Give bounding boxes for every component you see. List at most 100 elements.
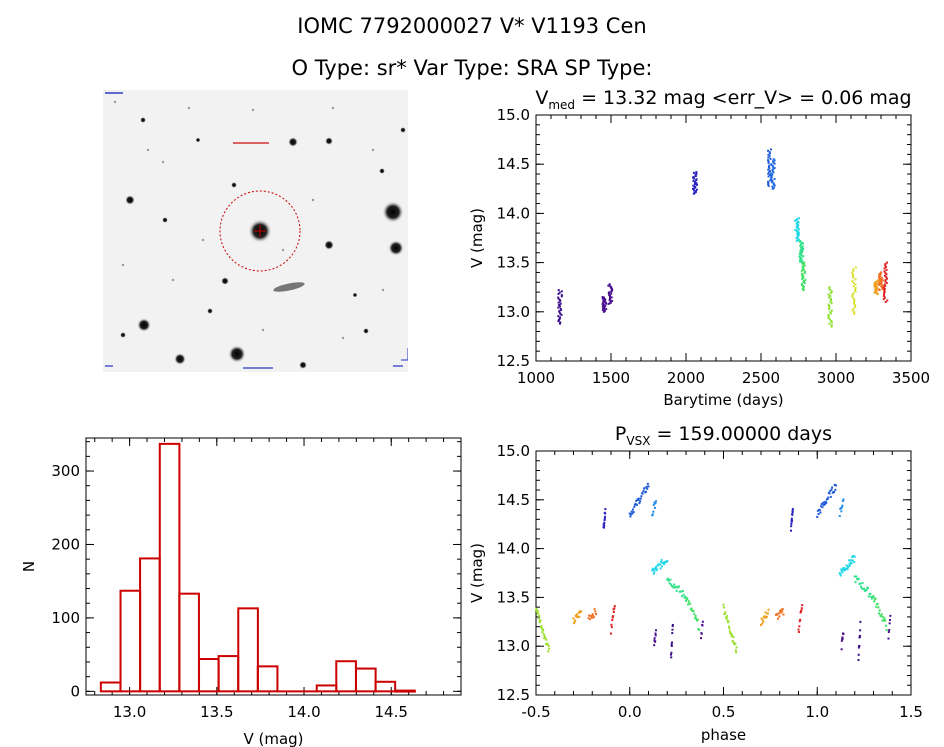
lightcurve-point <box>602 306 605 309</box>
phase-point <box>573 622 576 625</box>
phase-point <box>610 626 613 629</box>
phase-point <box>683 596 686 599</box>
lightcurve-point <box>603 298 606 301</box>
lightcurve-point <box>771 169 774 172</box>
lightcurve-point <box>558 311 561 314</box>
phase-point <box>588 614 591 617</box>
phase-point <box>880 613 883 616</box>
lightcurve-point <box>558 317 561 320</box>
lightcurve-point <box>794 219 797 222</box>
lightcurve-point <box>800 243 803 246</box>
lightcurve-point <box>853 311 856 314</box>
phase-point <box>671 641 674 644</box>
lightcurve-point <box>692 184 695 187</box>
lightcurve-point <box>879 283 882 286</box>
lightcurve-point <box>854 287 857 290</box>
phase-point <box>839 574 842 577</box>
lightcurve-point <box>854 305 857 308</box>
lightcurve-point <box>828 296 831 299</box>
lightcurve-point <box>603 296 606 299</box>
histogram-bar <box>158 442 181 693</box>
histogram-bar <box>99 681 122 693</box>
lightcurve-point <box>796 220 799 223</box>
phase-point <box>685 596 688 599</box>
lightcurve-point <box>609 297 612 300</box>
lightcurve-point <box>873 284 876 287</box>
lightcurve-point <box>771 170 774 173</box>
phase-point <box>838 515 841 518</box>
lightcurve-point <box>771 164 774 167</box>
lightcurve-point <box>795 225 798 228</box>
lightcurve-point <box>803 261 806 264</box>
lightcurve-point <box>875 285 878 288</box>
phase-point <box>850 559 853 562</box>
phase-point <box>834 488 837 491</box>
phase-point <box>701 624 704 627</box>
lightcurve-point <box>851 271 854 274</box>
lightcurve-point <box>559 307 562 310</box>
phase-point <box>870 595 873 598</box>
phase-point <box>841 568 844 571</box>
phase-point <box>853 560 856 563</box>
lightcurve-point <box>876 279 879 282</box>
phase-point <box>673 583 676 586</box>
phase-point <box>603 521 606 524</box>
plot-frame <box>535 450 912 696</box>
phase-point <box>797 631 800 634</box>
lightcurve-point <box>852 307 855 310</box>
lightcurve-point <box>767 168 770 171</box>
lightcurve-point <box>884 265 887 268</box>
phase-point <box>875 605 878 608</box>
lightcurve-point <box>797 217 800 220</box>
lightcurve-point <box>795 218 798 221</box>
phase-point <box>651 567 654 570</box>
target-circle <box>219 190 301 272</box>
phase-point <box>539 626 542 629</box>
histogram-bar <box>256 665 279 693</box>
phase-point <box>822 503 825 506</box>
phase-point <box>667 579 670 582</box>
histogram-ylabel: N <box>20 561 38 572</box>
phase-point <box>662 561 665 564</box>
lightcurve-point <box>559 316 562 319</box>
lightcurve-point <box>557 320 560 323</box>
lightcurve-point <box>830 321 833 324</box>
lightcurve-point <box>852 292 855 295</box>
lightcurve-point <box>800 283 803 286</box>
lightcurve-point <box>692 187 695 190</box>
phase-point <box>777 617 780 620</box>
lightcurve-point <box>560 313 563 316</box>
phase-point <box>873 600 876 603</box>
lightcurve-point <box>769 157 772 160</box>
phase-point <box>572 617 575 620</box>
lightcurve-point <box>609 285 612 288</box>
phase-point <box>726 619 729 622</box>
x-tick-label: 1.0 <box>805 703 829 721</box>
phase-point <box>874 597 877 600</box>
phase-point <box>655 567 658 570</box>
lightcurve-point <box>829 297 832 300</box>
lightcurve-point <box>882 295 885 298</box>
phase-point <box>840 648 843 651</box>
phase-point <box>701 620 704 623</box>
phase-point <box>653 644 656 647</box>
phase-point <box>604 515 607 518</box>
lightcurve-point <box>829 292 832 295</box>
lightcurve-point <box>801 251 804 254</box>
phase-point <box>656 564 659 567</box>
lightcurve-point <box>851 273 854 276</box>
x-tick-label: 3500 <box>892 369 930 387</box>
lightcurve-point <box>828 322 831 325</box>
phase-point <box>764 616 767 619</box>
phase-point <box>854 581 857 584</box>
phase-ylabel: V (mag) <box>468 543 486 603</box>
phase-point <box>647 485 650 488</box>
phase-point <box>858 644 861 647</box>
phase-point <box>643 487 646 490</box>
lightcurve-point <box>559 321 562 324</box>
lightcurve-point <box>875 283 878 286</box>
phase-point <box>541 631 544 634</box>
phase-point <box>849 564 852 567</box>
lightcurve-point <box>801 245 804 248</box>
